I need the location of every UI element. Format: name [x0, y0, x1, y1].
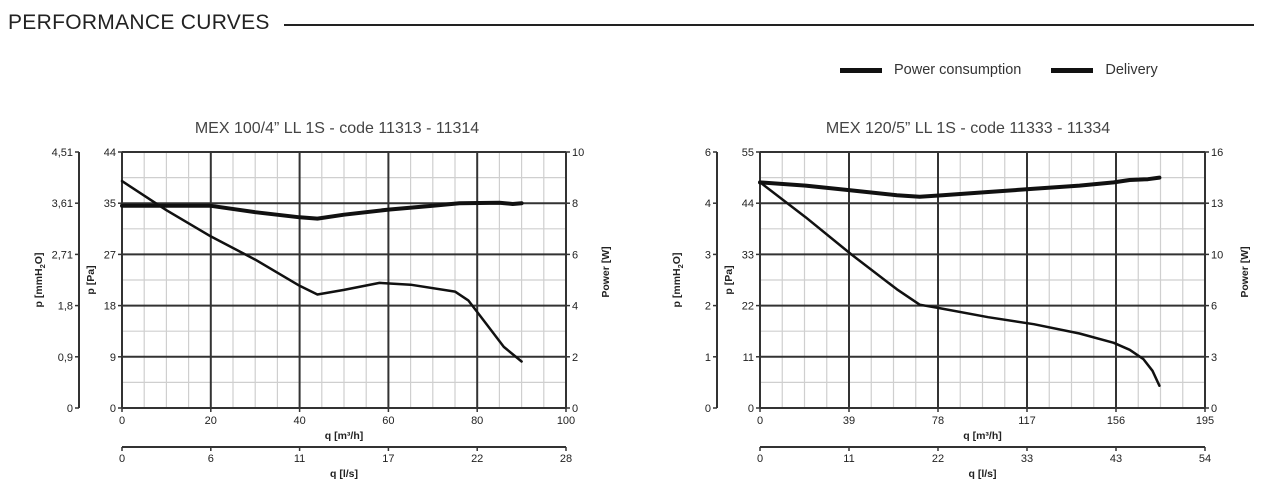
y-right-tick-label: 10	[572, 147, 584, 159]
series-line-power-consumption	[120, 200, 524, 221]
x-secondary-tick-label: 6	[208, 453, 214, 465]
y-left-axis-label: p [Pa]	[85, 265, 97, 294]
x-primary-tick-label: 117	[1018, 415, 1036, 427]
heading-rule	[284, 24, 1254, 26]
series-line-delivery	[758, 181, 1161, 387]
x-secondary-axis-label: q [l/s]	[330, 468, 358, 480]
x-secondary-tick-label: 54	[1199, 453, 1211, 465]
y-outer-tick-label: 1	[705, 352, 711, 364]
x-secondary-tick-label: 22	[471, 453, 483, 465]
y-right-tick-label: 0	[572, 403, 578, 415]
y-outer-tick-label: 2,71	[52, 249, 73, 261]
x-secondary-axis-label: q [l/s]	[969, 468, 997, 480]
legend-item-delivery: Delivery	[1051, 62, 1158, 78]
legend: Power consumption Delivery	[840, 62, 1188, 78]
y-outer-tick-label: 1,8	[58, 301, 73, 313]
x-primary-tick-label: 40	[293, 415, 305, 427]
y-right-tick-label: 3	[1211, 352, 1217, 364]
page-heading: PERFORMANCE CURVES	[8, 11, 270, 34]
x-primary-tick-label: 39	[843, 415, 855, 427]
x-secondary-tick-label: 28	[560, 453, 572, 465]
x-primary-tick-label: 0	[757, 415, 763, 427]
y-outer-tick-label: 0,9	[58, 352, 73, 364]
x-primary-tick-label: 156	[1107, 415, 1125, 427]
x-secondary-tick-label: 33	[1021, 453, 1033, 465]
y-outer-tick-label: 4	[705, 198, 711, 210]
y-left-tick-label: 9	[110, 352, 116, 364]
y-left-tick-label: 33	[742, 249, 754, 261]
y-right-tick-label: 13	[1211, 198, 1223, 210]
x-primary-tick-label: 80	[471, 415, 483, 427]
x-primary-tick-label: 60	[382, 415, 394, 427]
y-left-tick-label: 27	[104, 249, 116, 261]
x-primary-tick-label: 0	[119, 415, 125, 427]
y-right-tick-label: 16	[1211, 147, 1223, 159]
y-outer-tick-label: 4,51	[52, 147, 73, 159]
x-secondary-tick-label: 0	[119, 453, 125, 465]
y-outer-tick-label: 2	[705, 301, 711, 313]
y-right-tick-label: 4	[572, 301, 578, 313]
chart-title: MEX 120/5” LL 1S - code 11333 - 11334	[826, 120, 1110, 137]
y-outer-tick-label: 3	[705, 249, 711, 261]
y-left-tick-label: 18	[104, 301, 116, 313]
y-outer-tick-label: 6	[705, 147, 711, 159]
y-left-tick-label: 55	[742, 147, 754, 159]
y-right-tick-label: 0	[1211, 403, 1217, 415]
x-secondary-tick-label: 22	[932, 453, 944, 465]
y-outer-axis-label: p [mmH2O]	[33, 253, 47, 308]
y-left-tick-label: 44	[742, 198, 754, 210]
y-left-tick-label: 22	[742, 301, 754, 313]
x-primary-axis-label: q [m³/h]	[963, 430, 1002, 442]
y-outer-tick-label: 0	[705, 403, 711, 415]
legend-item-power: Power consumption	[840, 62, 1021, 78]
x-secondary-tick-label: 43	[1110, 453, 1122, 465]
chart-1: MEX 100/4” LL 1S - code 11313 - 11314 0 0,…	[33, 120, 612, 480]
x-secondary-tick-label: 11	[843, 453, 854, 465]
y-left-tick-label: 0	[110, 403, 116, 415]
chart-title: MEX 100/4” LL 1S - code 11313 - 11314	[195, 120, 479, 137]
x-secondary-tick-label: 17	[382, 453, 394, 465]
x-secondary-tick-label: 0	[757, 453, 763, 465]
y-left-axis-label: p [Pa]	[723, 265, 735, 294]
y-left-tick-label: 11	[743, 352, 754, 364]
y-right-tick-label: 6	[572, 249, 578, 261]
legend-label-power: Power consumption	[894, 62, 1022, 78]
y-outer-axis-label: p [mmH2O]	[671, 253, 685, 308]
x-primary-tick-label: 78	[932, 415, 944, 427]
legend-swatch-power	[840, 67, 882, 73]
y-outer-tick-label: 3,61	[52, 198, 73, 210]
y-right-tick-label: 10	[1211, 249, 1223, 261]
y-right-axis-label: Power [W]	[600, 246, 612, 297]
x-secondary-tick-label: 11	[294, 453, 305, 465]
x-primary-axis-label: q [m³/h]	[325, 430, 364, 442]
x-primary-tick-label: 20	[205, 415, 217, 427]
legend-label-delivery: Delivery	[1105, 62, 1158, 78]
y-left-tick-label: 44	[104, 147, 116, 159]
y-right-tick-label: 8	[572, 198, 578, 210]
chart-2: MEX 120/5” LL 1S - code 11333 - 11334 0 1 2…	[671, 120, 1251, 480]
y-outer-tick-label: 0	[67, 403, 73, 415]
y-right-tick-label: 2	[572, 352, 578, 364]
series-line-power-consumption	[758, 175, 1162, 199]
y-right-tick-label: 6	[1211, 301, 1217, 313]
y-left-tick-label: 35	[104, 198, 116, 210]
y-right-axis-label: Power [W]	[1239, 246, 1251, 297]
x-primary-tick-label: 195	[1196, 415, 1214, 427]
x-primary-tick-label: 100	[557, 415, 575, 427]
y-left-tick-label: 0	[748, 403, 754, 415]
series-line-delivery	[120, 179, 523, 363]
legend-swatch-delivery	[1051, 67, 1094, 73]
